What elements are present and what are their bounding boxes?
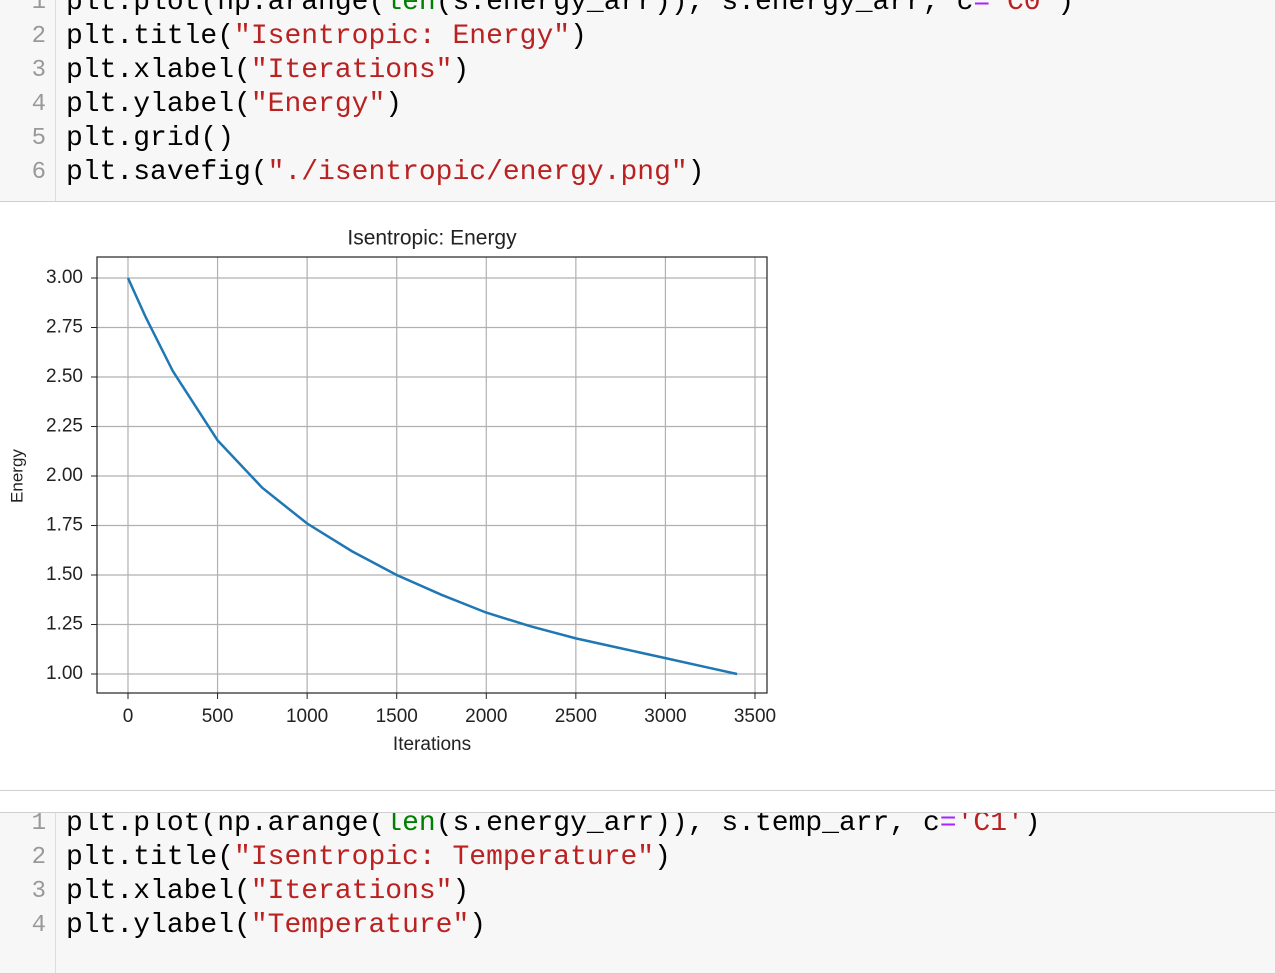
code-token: plt.ylabel( [66, 910, 251, 941]
code-token: "Iterations" [250, 876, 453, 907]
code-token: plt.grid() [66, 123, 235, 154]
code-token: "Iterations" [250, 55, 453, 86]
code: plt.ylabel("Energy") [66, 88, 402, 122]
code-token: "Isentropic: Energy" [234, 21, 571, 52]
line-number: 4 [31, 912, 46, 939]
code-token: plt.xlabel( [66, 876, 251, 907]
code-token: plt.plot(np.arange( [66, 0, 386, 18]
code-token: ) [452, 55, 470, 86]
code-token: ) [1057, 0, 1075, 18]
code-cell[interactable]: 1 plt.plot(np.arange(len(s.energy_arr)), … [0, 0, 1275, 202]
code-token: = [939, 812, 957, 839]
y-tick-label: 3.00 [46, 267, 83, 288]
code-token: len [385, 0, 436, 18]
code-cell[interactable]: 1 plt.plot(np.arange(len(s.energy_arr)), … [0, 812, 1275, 974]
code-token: ) [452, 876, 470, 907]
code: plt.xlabel("Iterations") [66, 54, 469, 88]
x-tick-label: 2000 [465, 706, 507, 727]
code-token: ) [654, 842, 671, 873]
code-token: (s.energy_arr)), s.temp_arr, c [435, 812, 940, 839]
line-number: 5 [31, 125, 46, 152]
code: plt.title("Isentropic: Temperature") [66, 841, 671, 875]
code-token: plt.xlabel( [66, 55, 251, 86]
code-token: ) [1023, 812, 1041, 839]
code: plt.plot(np.arange(len(s.energy_arr)), s… [66, 0, 1074, 20]
code-token: plt.savefig( [66, 157, 268, 188]
y-tick-label: 2.75 [46, 317, 83, 338]
y-tick-label: 1.25 [46, 614, 83, 635]
code-token: "Temperature" [250, 910, 470, 941]
y-tick-label: 2.25 [46, 416, 83, 437]
code-token: plt.ylabel( [66, 89, 251, 120]
code-token: "./isentropic/energy.png" [267, 157, 688, 188]
x-tick-label: 3000 [644, 706, 686, 727]
line-number: 3 [31, 57, 46, 84]
code-token: len [385, 812, 436, 839]
line-number: 1 [31, 812, 46, 837]
line-number: 2 [31, 844, 46, 871]
code-token: ) [570, 21, 587, 52]
x-tick-label: 500 [202, 706, 234, 727]
x-tick-label: 1500 [376, 706, 418, 727]
line-number: 6 [31, 159, 46, 186]
code-token: 'C0' [990, 0, 1058, 18]
code-token: ) [469, 910, 487, 941]
code-token: 'C1' [956, 812, 1024, 839]
code-token: (s.energy_arr)), s.energy_arr, c [435, 0, 974, 18]
code-token: plt.title( [66, 842, 235, 873]
x-tick-label: 0 [123, 706, 134, 727]
code-token: "Energy" [250, 89, 386, 120]
code-token: "Isentropic: Temperature" [234, 842, 655, 873]
code: plt.title("Isentropic: Energy") [66, 20, 587, 54]
code-token: plt.title( [66, 21, 235, 52]
x-tick-label: 1000 [286, 706, 328, 727]
code: plt.grid() [66, 122, 234, 156]
y-tick-label: 1.00 [46, 663, 83, 684]
y-axis-label: Energy [7, 449, 26, 503]
line-number: 3 [31, 878, 46, 905]
code: plt.plot(np.arange(len(s.energy_arr)), s… [66, 812, 1041, 841]
chart-title: Isentropic: Energy [347, 227, 517, 250]
code: plt.savefig("./isentropic/energy.png") [66, 156, 705, 190]
line-number: 1 [31, 0, 46, 16]
cell-separator [0, 790, 1275, 791]
chart: Isentropic: Energy Iterations Energy 1.0… [7, 227, 776, 755]
code-token: ) [385, 89, 403, 120]
code: plt.ylabel("Temperature") [66, 909, 486, 943]
code: plt.xlabel("Iterations") [66, 875, 469, 909]
data-line [126, 277, 738, 676]
code-token: = [973, 0, 991, 18]
y-tick-label: 2.50 [46, 366, 83, 387]
line-number: 4 [31, 91, 46, 118]
x-tick-label: 3500 [734, 706, 776, 727]
plot-frame [96, 256, 768, 694]
code-token: ) [687, 157, 705, 188]
y-tick-label: 1.50 [46, 564, 83, 585]
y-tick-label: 1.75 [46, 515, 83, 536]
x-tick-label: 2500 [555, 706, 597, 727]
y-tick-label: 2.00 [46, 465, 83, 486]
line-number: 2 [31, 23, 46, 50]
code-token: plt.plot(np.arange( [66, 812, 386, 839]
x-axis-label: Iterations [393, 734, 471, 755]
